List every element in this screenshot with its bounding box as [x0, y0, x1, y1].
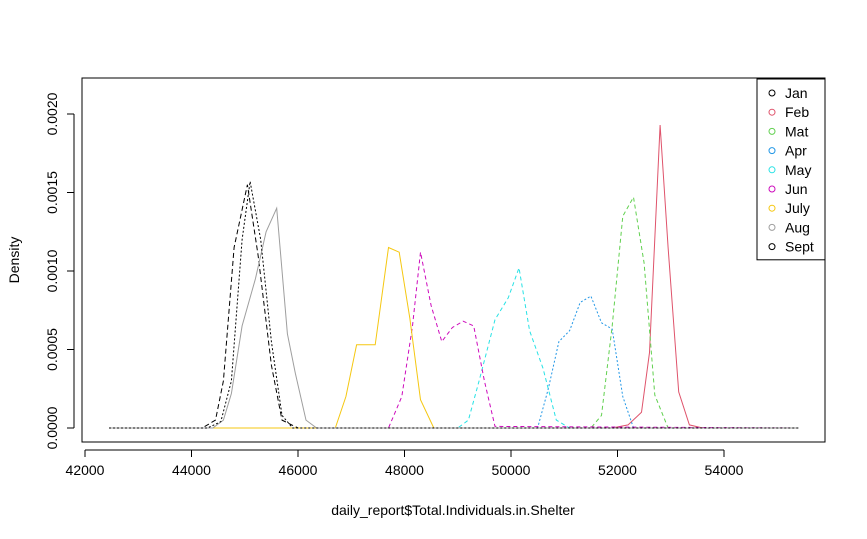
legend-label-jan: Jan [785, 85, 808, 101]
plot-box [81, 77, 826, 443]
legend-label-apr: Apr [785, 143, 807, 159]
series-line-jun [109, 252, 799, 429]
legend-marker-may [768, 166, 776, 174]
series-line-feb [109, 124, 799, 429]
legend-marker-mat [768, 127, 776, 135]
legend-marker-sept [768, 243, 776, 251]
legend-marker-feb [768, 108, 776, 116]
legend: Jan Feb Mat Apr May Jun July Aug Sept [756, 78, 826, 261]
x-axis-label: daily_report$Total.Individuals.in.Shelte… [331, 502, 575, 518]
legend-marker-july [768, 204, 776, 212]
series-line-aug [109, 206, 799, 429]
legend-label-jun: Jun [785, 181, 808, 197]
y-axis-label: Density [6, 237, 22, 284]
series-line-sept [109, 181, 799, 429]
legend-marker-apr [768, 147, 776, 155]
legend-label-july: July [785, 200, 810, 216]
legend-label-feb: Feb [785, 104, 809, 120]
y-tick-label: 0.0000 [44, 406, 60, 449]
legend-box [756, 78, 826, 261]
x-tick-label: 42000 [66, 462, 105, 478]
x-tick-label: 50000 [492, 462, 531, 478]
series-line-apr [109, 295, 799, 429]
legend-marker-jun [768, 185, 776, 193]
legend-marker-aug [768, 223, 776, 231]
legend-marker-jan [768, 89, 776, 97]
series-line-july [109, 246, 799, 429]
legend-label-may: May [785, 162, 811, 178]
y-tick-label: 0.0010 [44, 249, 60, 292]
series-line-jan [109, 184, 799, 429]
x-tick-label: 44000 [172, 462, 211, 478]
x-tick-label: 48000 [385, 462, 424, 478]
x-tick-label: 46000 [279, 462, 318, 478]
y-tick-label: 0.0005 [44, 328, 60, 371]
y-tick-label: 0.0015 [44, 171, 60, 214]
x-axis: 42000 44000 46000 48000 50000 52000 54000 [66, 449, 744, 478]
y-axis: 0.0000 0.0005 0.0010 0.0015 0.0020 [44, 92, 75, 449]
series-line-mat [109, 195, 799, 429]
x-tick-label: 54000 [705, 462, 744, 478]
legend-label-mat: Mat [785, 123, 808, 139]
y-tick-label: 0.0020 [44, 92, 60, 135]
series-line-may [109, 265, 799, 429]
legend-label-sept: Sept [785, 239, 814, 255]
x-tick-label: 52000 [598, 462, 637, 478]
series-lines [109, 124, 799, 429]
legend-label-aug: Aug [785, 219, 810, 235]
